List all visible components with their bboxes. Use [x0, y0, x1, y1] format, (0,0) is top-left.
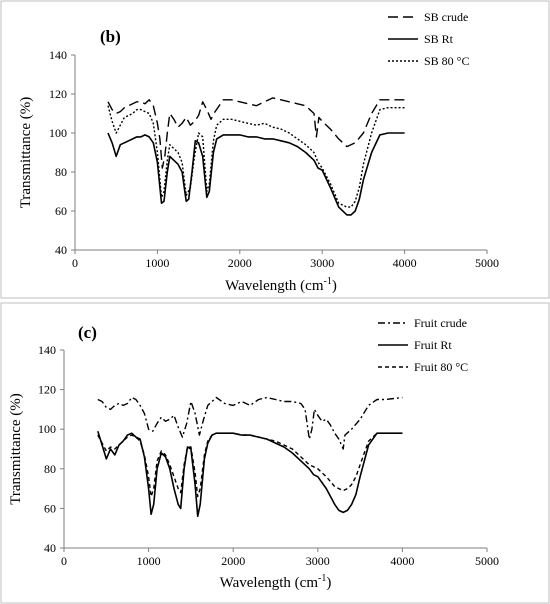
panel-b-frame [0, 0, 550, 299]
x-tick-label: 2000 [221, 554, 245, 568]
x-axis-title: Wavelength (cm-1) [220, 573, 332, 591]
y-axis-title: Transmittance (%) [18, 97, 34, 209]
y-tick-label: 60 [55, 204, 67, 218]
series-line-3 [97, 432, 403, 498]
y-tick-label: 100 [38, 422, 56, 436]
series-line-3 [107, 105, 405, 208]
legend-label: Fruit Rt [414, 338, 452, 352]
legend-label: Fruit crude [414, 316, 467, 330]
y-axis-title: Transmittance (%) [8, 393, 24, 505]
x-tick-label: 2000 [228, 256, 252, 270]
y-tick-label: 100 [49, 126, 67, 140]
x-tick-label: 0 [72, 256, 78, 270]
legend-label: Fruit 80 °C [414, 360, 468, 374]
y-tick-label: 40 [44, 541, 56, 555]
legend-label: SB crude [424, 10, 468, 24]
y-tick-label: 120 [38, 383, 56, 397]
y-tick-label: 40 [55, 243, 67, 257]
y-tick-label: 80 [55, 165, 67, 179]
y-tick-label: 140 [49, 48, 67, 62]
y-tick-label: 80 [44, 462, 56, 476]
series-line-1 [107, 97, 405, 169]
panel-b: 40 60 80 100 120 140 0 1000 2000 3000 4000 5000 Wave… [18, 10, 499, 294]
panel-label: (c) [78, 323, 97, 342]
x-tick-label: 5000 [475, 256, 499, 270]
legend-label: SB 80 °C [424, 54, 469, 68]
x-tick-label: 4000 [390, 554, 414, 568]
x-tick-label: 5000 [475, 554, 499, 568]
panel-c: 40 60 80 100 120 140 0 1000 2000 3000 4000 5000 Wave… [8, 316, 499, 591]
series-line-1 [97, 396, 403, 450]
x-tick-label: 0 [61, 554, 67, 568]
y-tick-label: 140 [38, 343, 56, 357]
series-line-2 [107, 132, 405, 216]
y-tick-label: 60 [44, 501, 56, 515]
x-tick-label: 3000 [310, 256, 334, 270]
legend-label: SB Rt [424, 32, 454, 46]
x-tick-label: 3000 [306, 554, 330, 568]
y-tick-label: 120 [49, 87, 67, 101]
x-tick-label: 1000 [145, 256, 169, 270]
panel-c-frame [0, 302, 550, 604]
x-tick-label: 4000 [393, 256, 417, 270]
x-axis-title: Wavelength (cm-1) [225, 276, 337, 294]
x-tick-label: 1000 [137, 554, 161, 568]
panel-label: (b) [100, 27, 121, 46]
